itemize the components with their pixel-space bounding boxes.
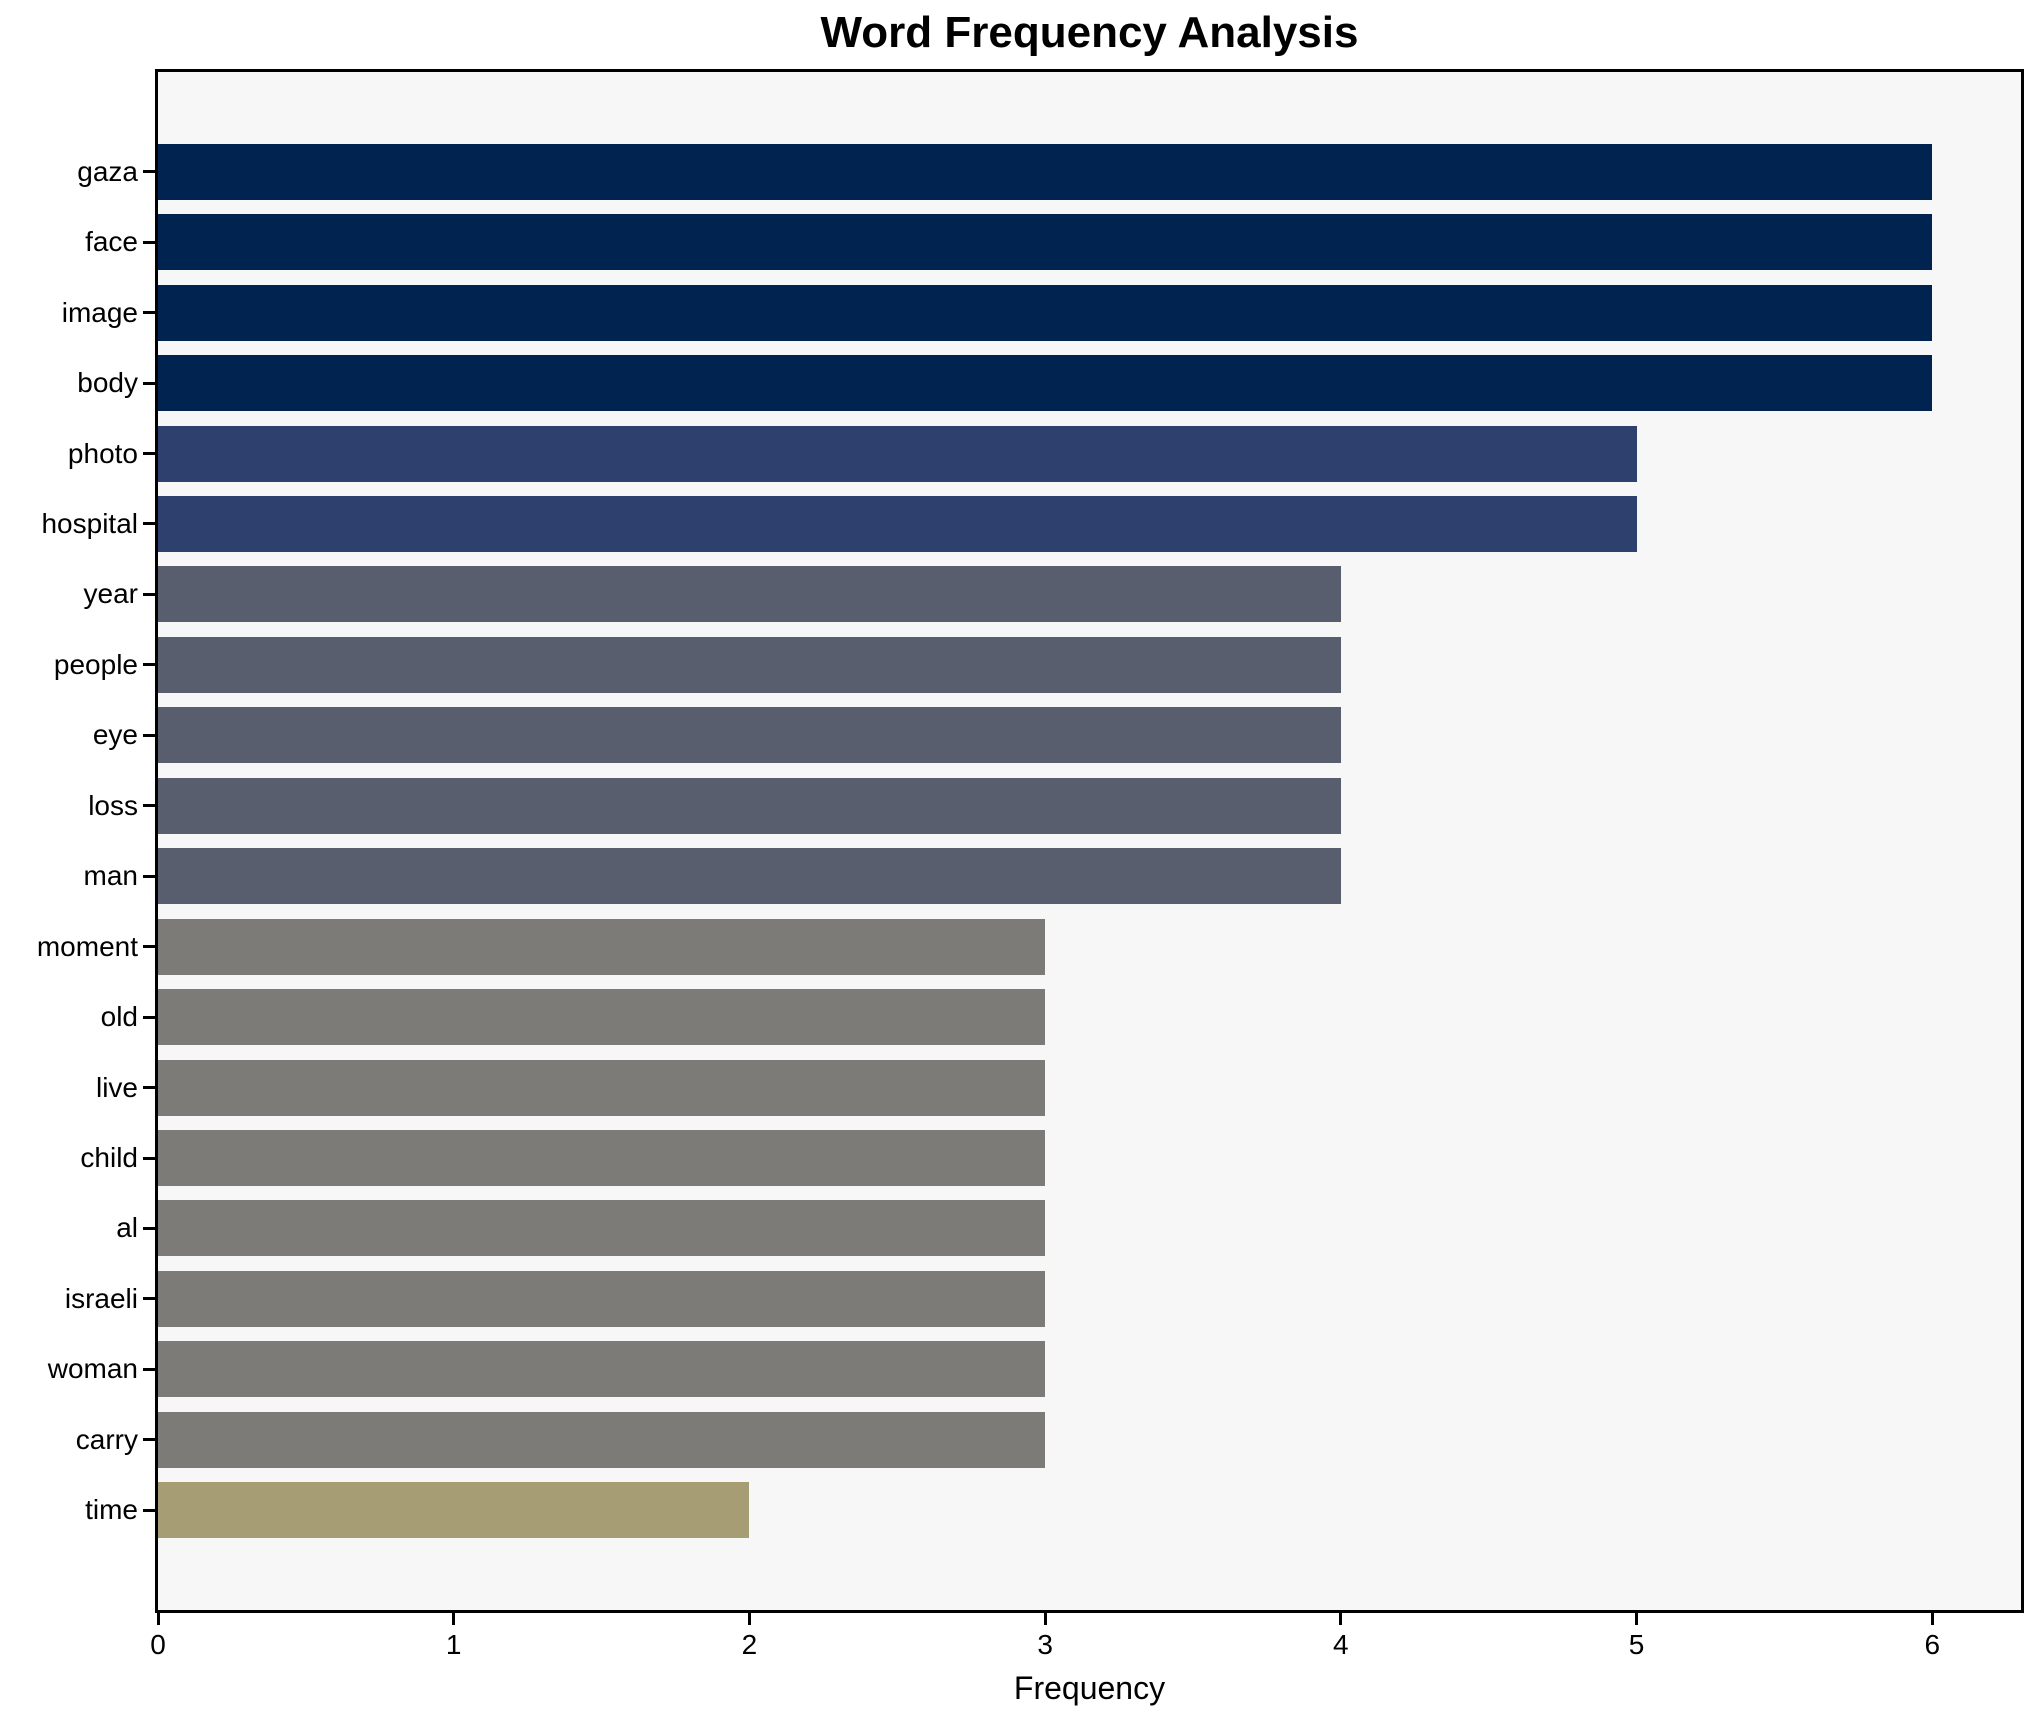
bar-moment: [158, 918, 1046, 975]
y-tick-mark: [143, 452, 155, 456]
x-tick-label-1: 1: [445, 1629, 462, 1660]
bar-live: [158, 1059, 1046, 1116]
y-tick-mark: [143, 804, 155, 808]
bar-woman: [158, 1341, 1046, 1398]
y-tick-mark: [143, 381, 155, 385]
y-tick-mark: [143, 874, 155, 878]
y-tick-mark: [143, 170, 155, 174]
y-tick-mark: [143, 1226, 155, 1230]
y-tick-mark: [143, 240, 155, 244]
bar-carry: [158, 1411, 1046, 1468]
bar-israeli: [158, 1270, 1046, 1327]
y-tick-mark: [143, 945, 155, 949]
y-tick-mark: [143, 663, 155, 667]
y-tick-label-al: al: [116, 1212, 138, 1244]
y-tick-label-moment: moment: [36, 930, 138, 962]
y-tick-label-face: face: [85, 226, 138, 258]
y-tick-label-child: child: [80, 1142, 138, 1174]
bar-photo: [158, 425, 1637, 482]
y-tick-mark: [143, 1438, 155, 1442]
y-tick-mark: [143, 1367, 155, 1371]
x-axis-label: Frequency: [1013, 1670, 1166, 1706]
bar-hospital: [158, 495, 1637, 552]
y-tick-label-photo: photo: [67, 437, 138, 469]
bar-old: [158, 989, 1046, 1046]
bar-eye: [158, 707, 1341, 764]
y-tick-mark: [143, 522, 155, 526]
y-tick-mark: [143, 1015, 155, 1019]
bar-child: [158, 1130, 1046, 1187]
bar-loss: [158, 777, 1341, 834]
plot-area: [155, 69, 2024, 1613]
y-tick-label-carry: carry: [75, 1423, 138, 1455]
y-tick-label-time: time: [85, 1494, 138, 1526]
bar-image: [158, 284, 1933, 341]
bar-time: [158, 1482, 750, 1539]
y-tick-label-gaza: gaza: [77, 155, 138, 187]
bar-face: [158, 214, 1933, 271]
bar-year: [158, 566, 1341, 623]
x-tick-mark: [1043, 1613, 1047, 1625]
y-tick-label-israeli: israeli: [64, 1282, 138, 1314]
x-tick-label-6: 6: [1924, 1629, 1941, 1660]
y-tick-mark: [143, 1086, 155, 1090]
y-tick-label-people: people: [53, 648, 138, 680]
x-tick-mark: [452, 1613, 456, 1625]
y-tick-mark: [143, 311, 155, 315]
bar-al: [158, 1200, 1046, 1257]
bar-body: [158, 355, 1933, 412]
y-tick-label-old: old: [100, 1001, 138, 1033]
y-tick-label-woman: woman: [47, 1353, 138, 1385]
y-tick-label-loss: loss: [88, 789, 138, 821]
x-tick-mark: [156, 1613, 160, 1625]
y-tick-mark: [143, 1297, 155, 1301]
x-tick-label-2: 2: [741, 1629, 758, 1660]
y-tick-label-man: man: [83, 860, 138, 892]
y-tick-mark: [143, 733, 155, 737]
bar-people: [158, 636, 1341, 693]
y-tick-mark: [143, 592, 155, 596]
y-tick-label-live: live: [95, 1071, 138, 1103]
x-tick-mark: [1930, 1613, 1934, 1625]
y-tick-mark: [143, 1508, 155, 1512]
x-tick-mark: [1635, 1613, 1639, 1625]
chart-title: Word Frequency Analysis: [820, 8, 1359, 57]
x-tick-label-3: 3: [1037, 1629, 1053, 1660]
x-tick-mark: [1339, 1613, 1343, 1625]
y-tick-label-hospital: hospital: [41, 507, 138, 539]
x-tick-mark: [747, 1613, 751, 1625]
bar-gaza: [158, 143, 1933, 200]
y-tick-label-image: image: [61, 296, 138, 328]
x-tick-label-0: 0: [150, 1629, 166, 1660]
y-tick-label-year: year: [83, 578, 138, 610]
y-tick-label-body: body: [77, 367, 138, 399]
x-tick-label-4: 4: [1333, 1629, 1349, 1660]
bar-man: [158, 848, 1341, 905]
y-tick-mark: [143, 1156, 155, 1160]
x-tick-label-5: 5: [1628, 1629, 1645, 1660]
y-tick-label-eye: eye: [92, 719, 138, 751]
